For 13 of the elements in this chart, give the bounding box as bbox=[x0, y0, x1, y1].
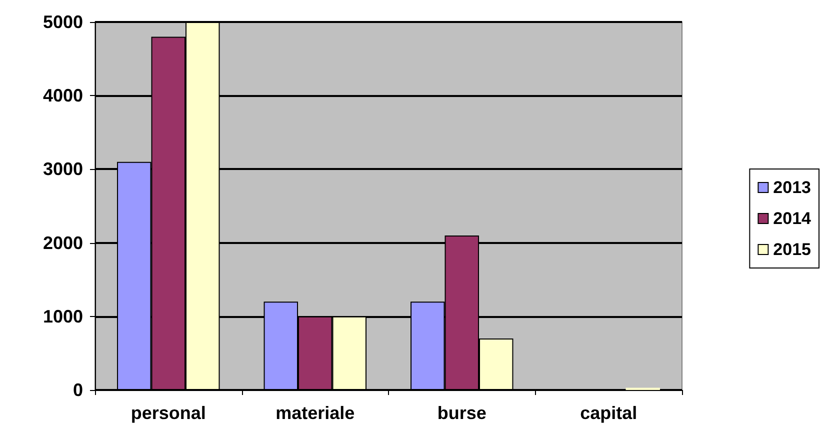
y-tick-label: 5000 bbox=[42, 12, 83, 32]
y-tick-label: 0 bbox=[72, 380, 83, 400]
y-tick-label: 1000 bbox=[42, 306, 83, 326]
y-tick-label: 4000 bbox=[42, 86, 83, 106]
x-tick-label: burse bbox=[437, 403, 486, 423]
x-tick-label: personal bbox=[130, 403, 206, 423]
x-tick-label: materiale bbox=[276, 403, 355, 423]
y-tick-label: 2000 bbox=[42, 232, 83, 253]
x-tick-label: capital bbox=[580, 403, 638, 423]
y-tick-label: 3000 bbox=[42, 159, 83, 180]
legend-label: 2015 bbox=[773, 240, 812, 259]
legend-label: 2013 bbox=[773, 178, 812, 197]
legend-label: 2014 bbox=[773, 209, 812, 228]
